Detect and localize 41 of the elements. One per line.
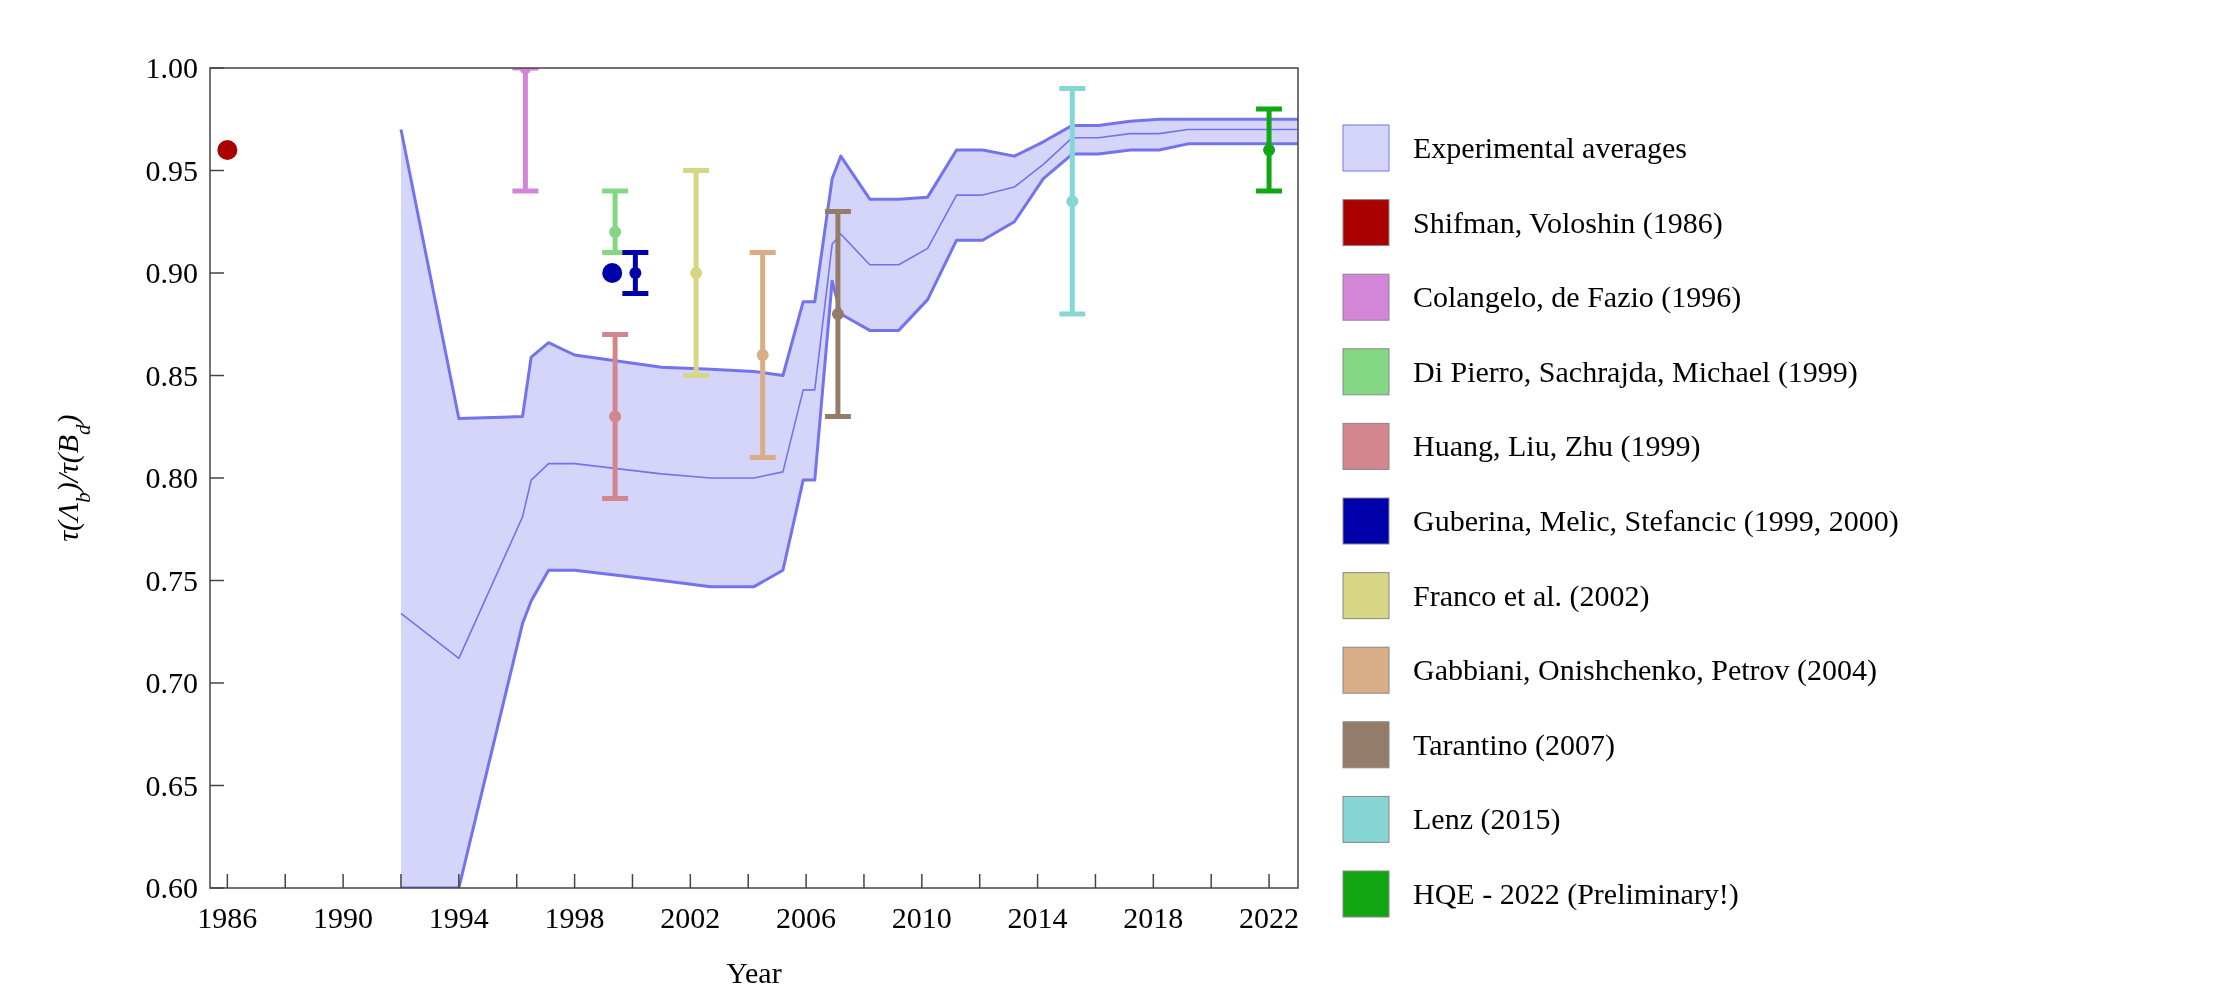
y-tick-label: 1.00 — [145, 51, 198, 84]
y-tick-label: 0.60 — [145, 871, 198, 904]
x-tick-label: 2018 — [1123, 901, 1184, 934]
x-tick-label: 2010 — [891, 901, 952, 934]
point — [1066, 195, 1079, 208]
point — [609, 410, 622, 423]
x-tick-label: 1994 — [428, 901, 489, 934]
point — [690, 267, 703, 279]
legend-label: Tarantino (2007) — [1413, 727, 1616, 762]
x-tick-label: 2002 — [660, 901, 721, 934]
point — [756, 349, 769, 361]
legend-label: Shifman, Voloshin (1986) — [1413, 205, 1723, 240]
legend-label: Di Pierro, Sachrajda, Michael (1999) — [1413, 354, 1858, 389]
y-tick-label: 0.75 — [145, 563, 198, 597]
y-tick-label: 0.70 — [145, 666, 198, 699]
legend-label: HQE - 2022 (Preliminary!) — [1413, 877, 1739, 911]
x-tick-label: 2006 — [776, 901, 837, 934]
x-tick-label: 2014 — [1007, 901, 1068, 934]
legend-label: Lenz (2015) — [1413, 802, 1561, 837]
y-tick-label: 0.95 — [145, 153, 198, 187]
y-tick-label: 0.85 — [145, 358, 198, 392]
y-tick-label: 0.65 — [145, 768, 198, 802]
x-axis-title: Year — [726, 956, 782, 989]
point — [217, 140, 238, 160]
x-tick-label: 1986 — [197, 901, 258, 934]
line-series — [400, 128, 1298, 660]
point — [1263, 144, 1276, 156]
x-tick-label: 1990 — [313, 901, 374, 934]
legend-label: Franco et al. (2002) — [1413, 578, 1650, 613]
legend-label: Experimental averages — [1413, 131, 1688, 164]
line-series — [399, 117, 1298, 421]
legend-label: Colangelo, de Fazio (1996) — [1413, 280, 1742, 315]
x-tick-label: 2022 — [1239, 901, 1300, 934]
y-tick-label: 0.80 — [145, 461, 198, 494]
y-tick-label: 0.90 — [145, 256, 198, 289]
legend-label: Huang, Liu, Zhu (1999) — [1413, 429, 1701, 464]
point — [831, 308, 844, 320]
x-tick-label: 1998 — [544, 901, 605, 934]
legend-label: Guberina, Melic, Stefancic (1999, 2000) — [1413, 504, 1899, 538]
point — [609, 226, 622, 238]
legend-label: Gabbiani, Onishchenko, Petrov (2004) — [1413, 653, 1878, 688]
